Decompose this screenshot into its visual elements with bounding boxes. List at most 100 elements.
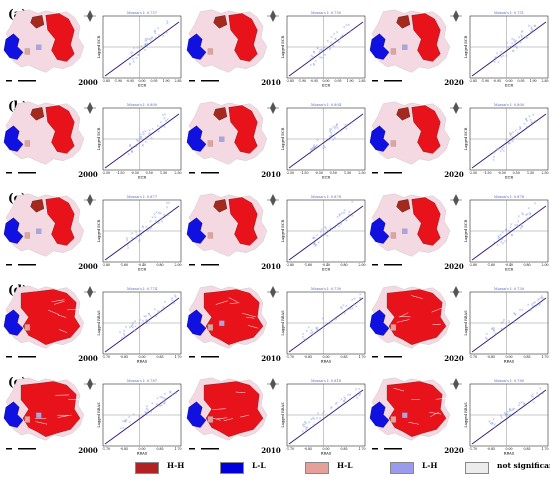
data-point: × xyxy=(541,391,544,395)
data-point: × xyxy=(521,308,524,312)
data-point: × xyxy=(526,213,529,217)
data-point: × xyxy=(314,59,317,63)
y-axis-label: Lagged RRAS xyxy=(464,402,468,428)
data-point: × xyxy=(127,246,130,250)
data-point: × xyxy=(144,43,147,47)
data-point: × xyxy=(510,132,513,136)
data-point: × xyxy=(519,125,522,129)
data-point: × xyxy=(505,413,508,417)
data-point: × xyxy=(515,46,518,50)
x-axis-label: ECR xyxy=(322,268,330,272)
x-tick-label: -0.40 xyxy=(505,263,513,267)
data-point: × xyxy=(162,397,165,401)
legend-swatch xyxy=(220,462,244,474)
data-point: × xyxy=(330,133,333,137)
map-border xyxy=(408,422,419,425)
data-point: × xyxy=(529,308,532,312)
data-point: × xyxy=(128,62,131,66)
data-point: × xyxy=(485,332,488,336)
data-point: × xyxy=(520,401,523,405)
data-point: × xyxy=(493,60,496,64)
y-axis-label: Lagged ECR xyxy=(464,219,468,242)
x-tick-label: 2.50 xyxy=(174,171,181,175)
data-point: × xyxy=(323,410,326,414)
data-point: × xyxy=(326,234,329,238)
x-tick-label: 0.85 xyxy=(340,447,347,451)
data-point: × xyxy=(343,25,346,29)
data-point: × xyxy=(156,124,159,128)
data-point: × xyxy=(519,308,522,312)
x-tick-label: 0.00 xyxy=(505,79,512,83)
morans-i-label: Moran's I: 0.730 xyxy=(311,287,342,291)
data-point: × xyxy=(311,148,314,152)
data-point: × xyxy=(534,201,537,205)
data-point: × xyxy=(310,329,313,333)
data-point: × xyxy=(501,147,504,151)
x-tick-label: 1.90 xyxy=(346,79,353,83)
data-point: × xyxy=(334,37,337,41)
data-point: × xyxy=(131,323,134,327)
data-point: × xyxy=(150,226,153,230)
data-point: × xyxy=(523,122,526,126)
data-point: × xyxy=(316,412,319,416)
data-point: × xyxy=(508,141,511,145)
data-point: × xyxy=(305,428,308,432)
legend-swatch xyxy=(465,462,489,474)
morans-i-label: Moran's I: 0.878 xyxy=(311,195,342,199)
data-point: × xyxy=(333,126,336,130)
data-point: × xyxy=(329,135,332,139)
map-region-ll xyxy=(3,309,24,336)
data-point: × xyxy=(149,38,152,42)
data-point: × xyxy=(144,129,147,133)
data-point: × xyxy=(512,49,515,53)
scale-bar xyxy=(189,356,219,358)
map-panel: 2020 xyxy=(369,9,464,87)
data-point: × xyxy=(151,402,154,406)
map-region-lh xyxy=(36,412,42,418)
morans-i-label: Moran's I: 0.800 xyxy=(494,103,525,107)
data-point: × xyxy=(166,22,169,26)
data-point: × xyxy=(145,225,148,229)
data-point: × xyxy=(322,144,325,148)
data-point: × xyxy=(525,218,528,222)
data-point: × xyxy=(519,223,522,227)
regression-line xyxy=(104,21,180,77)
x-tick-label: -0.50 xyxy=(315,171,323,175)
data-point: × xyxy=(133,329,136,333)
map-region-ll xyxy=(3,217,24,244)
map-border xyxy=(429,412,442,415)
data-point: × xyxy=(312,242,315,246)
x-tick-label: 0.50 xyxy=(330,171,337,175)
data-point: × xyxy=(529,118,532,122)
scale-bar xyxy=(189,172,219,174)
data-point: × xyxy=(336,30,339,34)
data-point: × xyxy=(145,404,148,408)
data-point: × xyxy=(305,426,308,430)
data-point: × xyxy=(514,129,517,133)
scale-bar xyxy=(372,80,402,82)
data-point: × xyxy=(136,46,139,50)
x-tick-label: -2.85 xyxy=(286,79,294,83)
data-point: × xyxy=(541,296,544,300)
data-point: × xyxy=(163,300,166,304)
data-point: × xyxy=(542,297,545,301)
x-tick-label: -1.70 xyxy=(286,355,294,359)
data-point: × xyxy=(150,410,153,414)
data-point: × xyxy=(510,138,513,142)
map-panel: 2010 xyxy=(186,101,281,179)
data-point: × xyxy=(137,142,140,146)
data-point: × xyxy=(336,222,339,226)
data-point: × xyxy=(515,39,518,43)
x-tick-label: -0.85 xyxy=(304,355,312,359)
scale-bar xyxy=(189,448,219,450)
data-point: × xyxy=(128,153,131,157)
data-point: × xyxy=(122,332,125,336)
data-point: × xyxy=(149,220,152,224)
data-point: × xyxy=(323,231,326,235)
data-point: × xyxy=(154,216,157,220)
data-point: × xyxy=(166,205,169,209)
data-point: × xyxy=(324,233,327,237)
map-region-ll xyxy=(3,401,24,428)
data-point: × xyxy=(309,63,312,67)
data-point: × xyxy=(305,329,308,333)
